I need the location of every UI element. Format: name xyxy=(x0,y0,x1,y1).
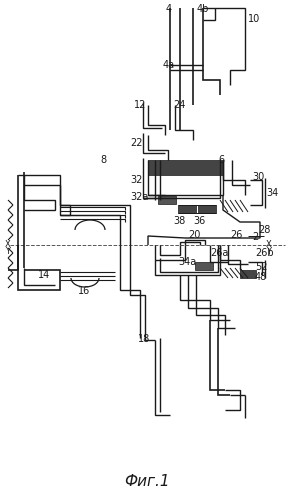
Text: 32: 32 xyxy=(130,175,142,185)
Text: 4a: 4a xyxy=(163,60,175,70)
Text: 14: 14 xyxy=(38,270,50,280)
Text: 36: 36 xyxy=(193,216,205,226)
Text: X: X xyxy=(266,240,272,249)
Text: 24: 24 xyxy=(173,100,186,110)
Bar xyxy=(148,160,223,175)
Text: 10: 10 xyxy=(248,14,260,24)
Bar xyxy=(195,262,213,270)
Text: 30: 30 xyxy=(252,172,264,182)
Text: 38: 38 xyxy=(173,216,185,226)
Bar xyxy=(158,196,176,204)
Text: 26a: 26a xyxy=(210,248,228,258)
Text: 52: 52 xyxy=(255,262,268,272)
Text: 2: 2 xyxy=(252,232,258,242)
Text: 12: 12 xyxy=(134,100,146,110)
Text: 26b: 26b xyxy=(255,248,274,258)
Text: 34a: 34a xyxy=(178,257,196,267)
Text: 16: 16 xyxy=(78,286,90,296)
Text: Y: Y xyxy=(5,247,10,256)
Text: 48: 48 xyxy=(255,272,267,282)
Text: 8: 8 xyxy=(100,155,106,165)
Text: 20: 20 xyxy=(188,230,201,240)
Text: Фиг.1: Фиг.1 xyxy=(124,474,170,490)
Bar xyxy=(198,205,216,213)
Text: 34: 34 xyxy=(266,188,278,198)
Text: Y: Y xyxy=(266,247,271,256)
Text: 32a: 32a xyxy=(130,192,148,202)
Text: 22: 22 xyxy=(130,138,143,148)
Text: 6: 6 xyxy=(218,155,224,165)
Text: X: X xyxy=(5,240,11,249)
Text: 4b: 4b xyxy=(197,4,209,14)
Text: 26: 26 xyxy=(230,230,242,240)
Bar xyxy=(240,270,256,278)
Text: 28: 28 xyxy=(258,225,270,235)
Text: 18: 18 xyxy=(138,334,150,344)
Bar xyxy=(178,205,196,213)
Text: 4: 4 xyxy=(166,4,172,14)
